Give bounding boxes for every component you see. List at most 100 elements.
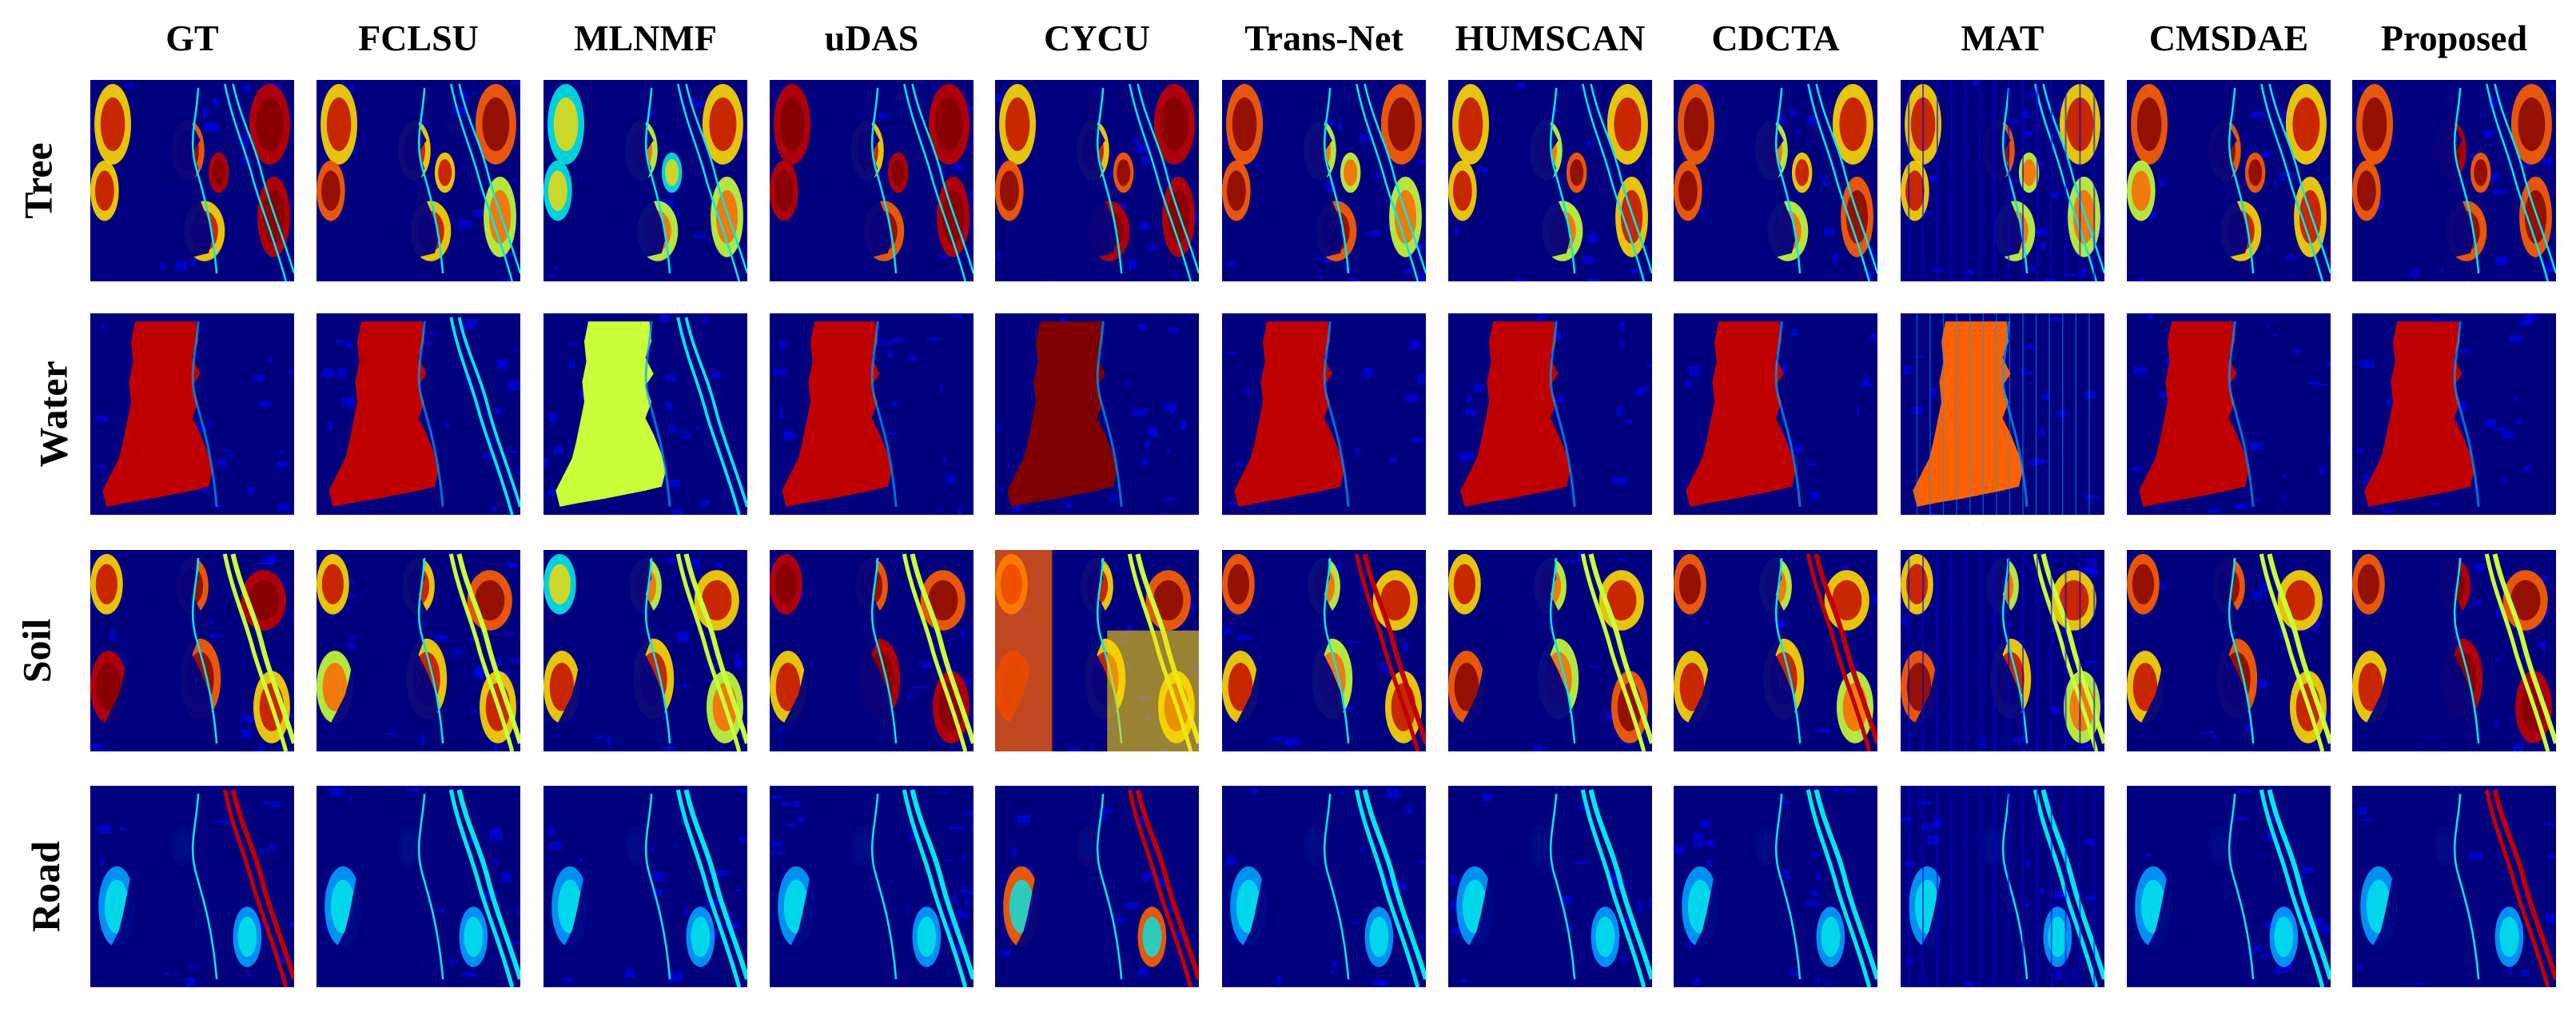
column-label-cmsdae: CMSDAE	[2148, 18, 2309, 58]
abundance-map-water-gt	[90, 313, 294, 515]
abundance-map-road-cycu	[995, 786, 1199, 987]
abundance-map-tree-proposed	[2352, 80, 2556, 281]
row-label-water: Water	[30, 361, 76, 468]
abundance-map-tree-cdcta	[1674, 80, 1877, 281]
abundance-map-road-gt	[90, 786, 294, 987]
abundance-map-tree-fclsu	[317, 80, 520, 281]
abundance-map-image	[995, 80, 1199, 281]
abundance-map-tree-cmsdae	[2127, 80, 2331, 281]
abundance-map-water-fclsu	[317, 313, 520, 515]
abundance-map-soil-fclsu	[317, 550, 520, 751]
abundance-map-image	[1448, 550, 1652, 751]
abundance-map-water-proposed	[2352, 313, 2556, 515]
abundance-map-water-humscan	[1448, 313, 1652, 515]
abundance-map-image	[2127, 313, 2331, 515]
abundance-map-soil-gt	[90, 550, 294, 751]
abundance-map-road-fclsu	[317, 786, 520, 987]
abundance-map-image	[543, 786, 747, 987]
abundance-map-soil-mat	[1901, 550, 2104, 751]
abundance-map-road-mlnmf	[543, 786, 747, 987]
row-label-road: Road	[22, 841, 68, 932]
abundance-map-tree-mlnmf	[543, 80, 747, 281]
abundance-map-soil-proposed	[2352, 550, 2556, 751]
abundance-map-image	[317, 313, 520, 515]
abundance-map-image	[1448, 313, 1652, 515]
column-label-proposed: Proposed	[2380, 18, 2528, 58]
abundance-map-image	[1448, 786, 1652, 987]
abundance-map-image	[90, 313, 294, 515]
abundance-map-image	[1448, 80, 1652, 281]
abundance-map-image	[770, 786, 973, 987]
abundance-map-image	[995, 786, 1199, 987]
abundance-map-tree-mat	[1901, 80, 2104, 281]
abundance-map-tree-udas	[770, 80, 973, 281]
abundance-map-image	[543, 550, 747, 751]
abundance-map-image	[1674, 313, 1877, 515]
abundance-map-road-mat	[1901, 786, 2104, 987]
row-label-soil: Soil	[14, 618, 58, 683]
abundance-map-image	[90, 786, 294, 987]
abundance-map-tree-cycu	[995, 80, 1199, 281]
abundance-map-image	[1674, 80, 1877, 281]
abundance-map-image	[2127, 80, 2331, 281]
column-label-gt: GT	[165, 18, 219, 58]
abundance-map-image	[90, 550, 294, 751]
abundance-map-water-cdcta	[1674, 313, 1877, 515]
column-label-trans-net: Trans-Net	[1244, 18, 1403, 58]
column-label-humscan: HUMSCAN	[1455, 18, 1646, 58]
abundance-map-road-proposed	[2352, 786, 2556, 987]
abundance-map-road-udas	[770, 786, 973, 987]
abundance-map-soil-trans-net	[1222, 550, 1426, 751]
column-label-cdcta: CDCTA	[1711, 18, 1840, 58]
column-label-mat: MAT	[1961, 18, 2044, 58]
abundance-map-image	[770, 80, 973, 281]
abundance-map-water-mat	[1901, 313, 2104, 515]
abundance-map-road-humscan	[1448, 786, 1652, 987]
abundance-map-soil-cdcta	[1674, 550, 1877, 751]
abundance-map-image	[2352, 550, 2556, 751]
abundance-map-image	[2127, 550, 2331, 751]
abundance-map-soil-udas	[770, 550, 973, 751]
column-label-cycu: CYCU	[1044, 18, 1150, 58]
abundance-map-tree-trans-net	[1222, 80, 1426, 281]
abundance-map-image	[543, 80, 747, 281]
abundance-map-road-cdcta	[1674, 786, 1877, 987]
abundance-map-image	[1901, 786, 2104, 987]
abundance-map-image	[1901, 550, 2104, 751]
abundance-map-soil-cycu	[995, 550, 1199, 751]
abundance-map-image	[1222, 550, 1426, 751]
abundance-map-image	[1674, 550, 1877, 751]
abundance-map-soil-humscan	[1448, 550, 1652, 751]
abundance-map-image	[770, 550, 973, 751]
abundance-map-road-trans-net	[1222, 786, 1426, 987]
column-label-udas: uDAS	[824, 18, 919, 58]
abundance-map-image	[317, 80, 520, 281]
abundance-map-water-cmsdae	[2127, 313, 2331, 515]
abundance-map-image	[2352, 313, 2556, 515]
abundance-map-image	[317, 786, 520, 987]
abundance-map-road-cmsdae	[2127, 786, 2331, 987]
abundance-map-image	[1222, 786, 1426, 987]
abundance-map-water-udas	[770, 313, 973, 515]
abundance-map-water-mlnmf	[543, 313, 747, 515]
abundance-map-image	[1222, 313, 1426, 515]
abundance-map-image	[1901, 313, 2104, 515]
abundance-map-water-trans-net	[1222, 313, 1426, 515]
abundance-map-image	[2352, 80, 2556, 281]
column-label-fclsu: FCLSU	[358, 18, 479, 58]
abundance-map-image	[1901, 80, 2104, 281]
abundance-map-soil-cmsdae	[2127, 550, 2331, 751]
abundance-map-image	[90, 80, 294, 281]
abundance-map-image	[995, 550, 1199, 751]
abundance-map-image	[770, 313, 973, 515]
abundance-map-image	[1674, 786, 1877, 987]
abundance-map-tree-gt	[90, 80, 294, 281]
abundance-map-image	[1222, 80, 1426, 281]
abundance-map-image	[995, 313, 1199, 515]
abundance-map-image	[317, 550, 520, 751]
abundance-map-water-cycu	[995, 313, 1199, 515]
column-label-mlnmf: MLNMF	[574, 18, 717, 58]
row-label-tree: Tree	[15, 142, 61, 219]
abundance-map-image	[2127, 786, 2331, 987]
